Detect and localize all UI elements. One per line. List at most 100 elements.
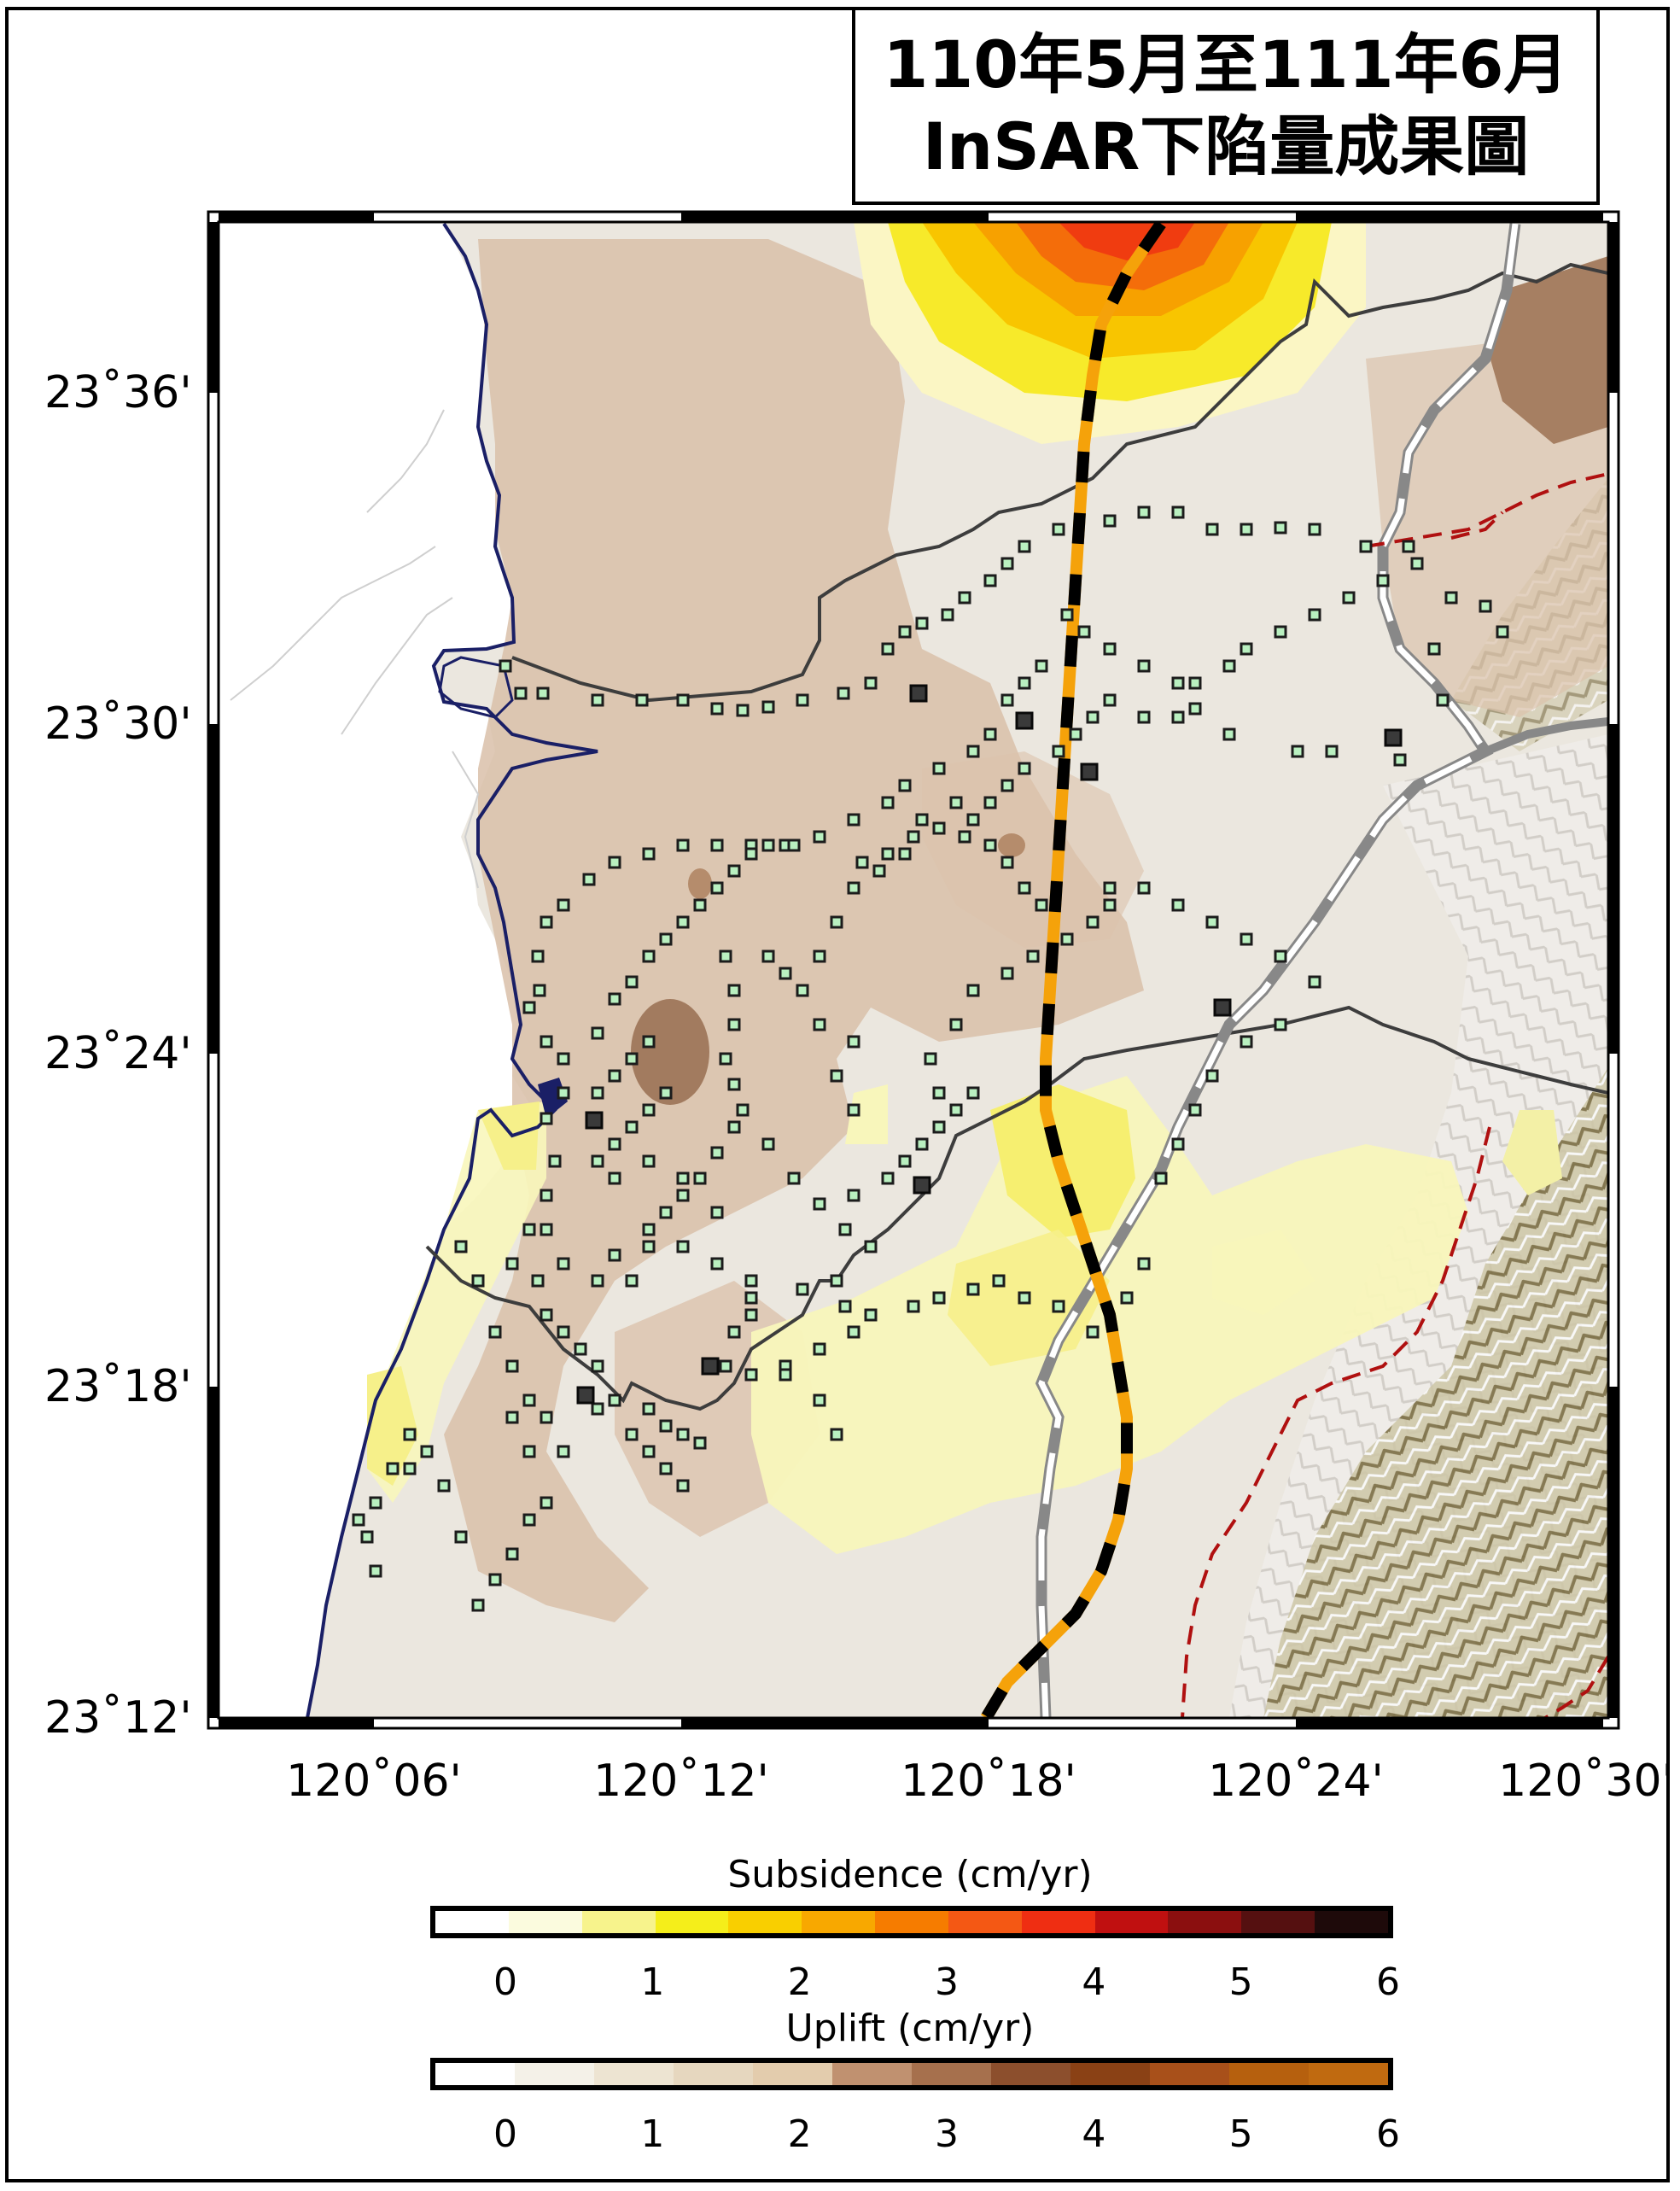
- colorbar-segment: [1070, 2063, 1150, 2085]
- leveling-station-icon: [635, 693, 649, 707]
- leveling-station-icon: [813, 1018, 826, 1031]
- leveling-station-icon: [352, 1513, 365, 1527]
- legend-tick-label: 5: [1228, 2112, 1253, 2156]
- leveling-station-icon: [1103, 898, 1117, 912]
- leveling-station-icon: [1035, 659, 1048, 673]
- title-box: 110年5月至111年6月 InSAR下陷量成果圖: [852, 7, 1600, 205]
- subsidence-legend-title: Subsidence (cm/yr): [727, 1853, 1093, 1896]
- subsidence-colorbar: [430, 1906, 1393, 1938]
- leveling-station-icon: [1240, 932, 1253, 946]
- leveling-station-icon: [548, 1154, 562, 1168]
- leveling-station-icon: [1393, 753, 1407, 767]
- colorbar-segment: [508, 1911, 582, 1933]
- leveling-station-icon: [676, 1171, 690, 1185]
- leveling-station-icon: [608, 992, 621, 1006]
- leveling-station-icon: [1479, 599, 1492, 613]
- leveling-station-icon: [1427, 642, 1441, 656]
- leveling-station-icon: [719, 1359, 732, 1373]
- leveling-station-icon: [608, 1171, 621, 1185]
- colorbar-segment: [1309, 2063, 1388, 2085]
- leveling-station-icon: [1000, 856, 1014, 869]
- leveling-station-icon: [540, 915, 553, 929]
- leveling-station-icon: [932, 1120, 946, 1134]
- leveling-station-icon: [1035, 898, 1048, 912]
- leveling-station-icon: [736, 704, 750, 717]
- leveling-station-icon: [701, 1357, 720, 1376]
- leveling-station-icon: [838, 1300, 852, 1313]
- leveling-station-icon: [907, 830, 920, 844]
- leveling-station-icon: [531, 949, 545, 963]
- leveling-station-icon: [830, 1428, 843, 1441]
- leveling-station-icon: [830, 915, 843, 929]
- leveling-station-icon: [813, 949, 826, 963]
- leveling-station-icon: [915, 616, 929, 630]
- leveling-station-icon: [1291, 745, 1304, 758]
- leveling-station-icon: [881, 796, 895, 809]
- colorbar-segment: [802, 1911, 876, 1933]
- leveling-station-icon: [813, 1197, 826, 1211]
- leveling-station-icon: [1103, 881, 1117, 895]
- leveling-station-icon: [949, 1103, 963, 1117]
- leveling-station-icon: [864, 676, 878, 690]
- high-speed-rail-line-dash: [980, 222, 1166, 1718]
- leveling-station-icon: [907, 1300, 920, 1313]
- leveling-station-icon: [727, 1018, 741, 1031]
- leveling-station-icon: [830, 1274, 843, 1288]
- leveling-station-icon: [1060, 608, 1074, 622]
- leveling-station-icon: [1060, 932, 1074, 946]
- colorbar-segment: [674, 2063, 753, 2085]
- legend-tick-label: 3: [935, 1960, 959, 2004]
- leveling-station-icon: [727, 864, 741, 878]
- colorbar-segment: [991, 2063, 1070, 2085]
- leveling-station-icon: [881, 642, 895, 656]
- leveling-station-icon: [727, 1325, 741, 1339]
- leveling-station-icon: [898, 847, 912, 861]
- leveling-station-icon: [1015, 711, 1034, 730]
- leveling-station-icon: [898, 1154, 912, 1168]
- leveling-station-icon: [1052, 1300, 1065, 1313]
- leveling-station-icon: [1137, 1257, 1151, 1271]
- leveling-station-icon: [847, 1189, 860, 1202]
- legend-tick-label: 3: [935, 2112, 959, 2156]
- leveling-station-icon: [966, 1086, 980, 1100]
- leveling-station-icon: [1205, 1069, 1219, 1083]
- leveling-station-icon: [557, 1052, 570, 1066]
- leveling-station-icon: [924, 1052, 937, 1066]
- leveling-station-icon: [1436, 693, 1450, 707]
- title-line-2: InSAR下陷量成果圖: [922, 108, 1530, 184]
- leveling-station-icon: [676, 693, 690, 707]
- leveling-station-icon: [1171, 710, 1185, 724]
- leveling-station-icon: [1402, 540, 1415, 553]
- leveling-station-icon: [909, 684, 928, 703]
- colorbar-segment: [728, 1911, 802, 1933]
- leveling-station-icon: [582, 873, 596, 886]
- tidal-flat-contours: [230, 409, 480, 889]
- leveling-station-icon: [744, 1308, 758, 1322]
- leveling-station-icon: [915, 1137, 929, 1151]
- leveling-station-icon: [847, 1103, 860, 1117]
- leveling-station-icon: [1103, 693, 1117, 707]
- leveling-station-icon: [540, 1411, 553, 1424]
- leveling-station-icon: [744, 1291, 758, 1305]
- leveling-station-icon: [1359, 540, 1373, 553]
- leveling-station-icon: [591, 1026, 604, 1040]
- leveling-station-icon: [1026, 949, 1040, 963]
- leveling-station-icon: [761, 1137, 775, 1151]
- colorbar-segment: [435, 1911, 509, 1933]
- railway-branch: [1484, 717, 1608, 756]
- leveling-station-icon: [958, 830, 971, 844]
- leveling-station-icon: [1086, 915, 1100, 929]
- legend-tick-label: 6: [1376, 2112, 1400, 2156]
- leveling-station-icon: [625, 1274, 639, 1288]
- leveling-station-icon: [898, 779, 912, 792]
- leveling-station-icon: [710, 1206, 724, 1219]
- leveling-station-icon: [585, 1111, 604, 1130]
- coastline-tidal: [438, 656, 514, 719]
- legend-tick-label: 4: [1082, 2112, 1106, 2156]
- leveling-station-icon: [744, 1368, 758, 1382]
- leveling-station-icon: [659, 932, 673, 946]
- leveling-station-icon: [642, 1103, 656, 1117]
- leveling-station-icon: [522, 1445, 536, 1458]
- leveling-station-icon: [1205, 523, 1219, 536]
- leveling-station-icon: [540, 1308, 553, 1322]
